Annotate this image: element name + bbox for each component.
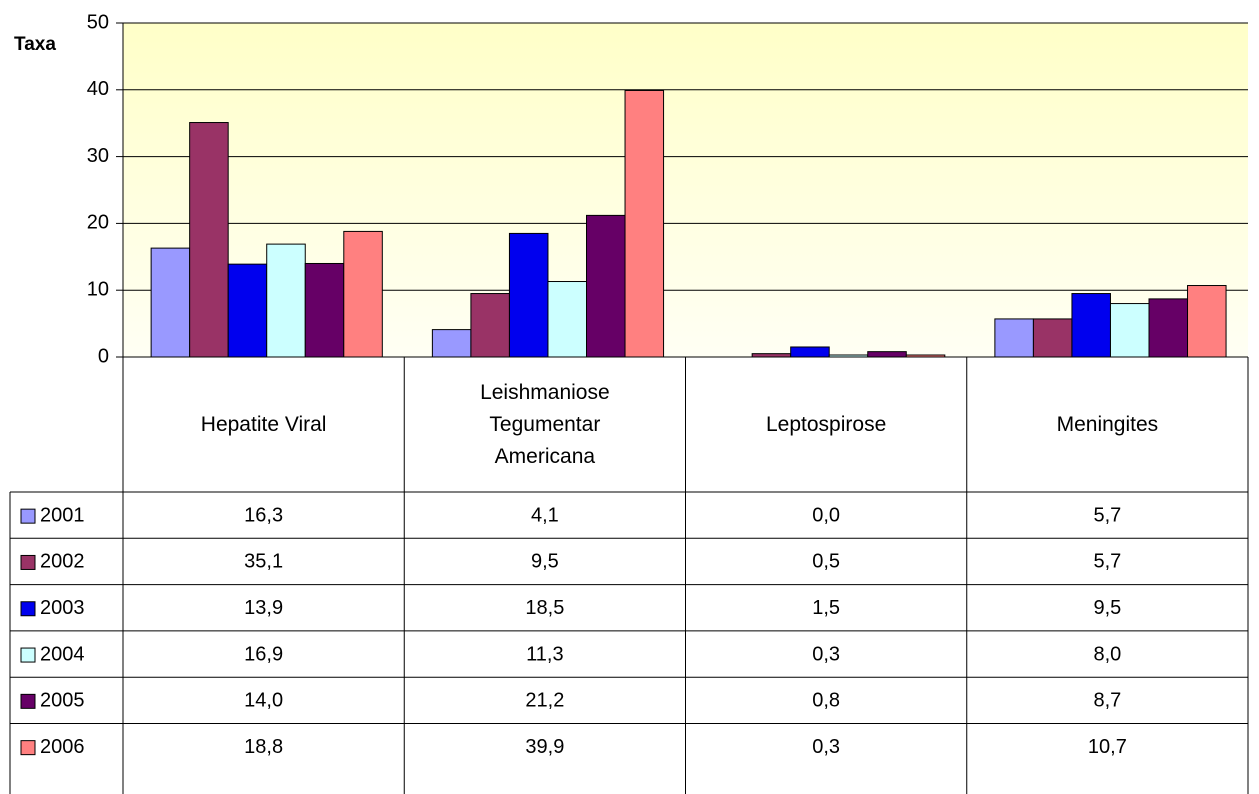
bar xyxy=(227,263,268,358)
table-value: 0,3 xyxy=(812,736,840,758)
bar xyxy=(994,318,1034,358)
table-value: 14,0 xyxy=(244,690,283,712)
bar xyxy=(790,346,830,358)
table-value: 18,5 xyxy=(525,597,564,619)
table-value: 1,5 xyxy=(812,597,840,619)
legend-label: 2003 xyxy=(40,597,85,619)
legend-key xyxy=(20,693,36,709)
table-value: 4,1 xyxy=(531,504,559,526)
table-value: 11,3 xyxy=(526,643,563,665)
table-value: 0,5 xyxy=(812,551,840,573)
y-tick-label: 20 xyxy=(87,212,109,234)
y-tick-label: 0 xyxy=(98,345,109,367)
bar xyxy=(470,293,510,358)
bar xyxy=(1071,293,1111,358)
bar xyxy=(343,230,383,358)
table-value: 16,9 xyxy=(244,643,283,665)
table-value: 5,7 xyxy=(1093,551,1121,573)
legend-key xyxy=(20,740,36,756)
category-label: Meningites xyxy=(1056,412,1159,436)
table-value: 13,9 xyxy=(244,597,283,619)
bar xyxy=(1187,285,1227,358)
table-value: 18,8 xyxy=(244,736,283,758)
legend-label: 2001 xyxy=(40,504,85,526)
bar xyxy=(508,232,549,358)
legend-label: 2002 xyxy=(40,551,85,573)
legend-key xyxy=(20,647,36,663)
legend-key xyxy=(20,554,36,570)
bar xyxy=(1109,303,1150,358)
table-value: 21,2 xyxy=(525,690,564,712)
bar xyxy=(1148,298,1189,358)
table-value: 39,9 xyxy=(525,736,564,758)
legend-label: 2004 xyxy=(40,643,85,665)
table-value: 16,3 xyxy=(244,504,283,526)
legend-label: 2005 xyxy=(40,690,85,712)
bar xyxy=(431,329,472,358)
category-label: Hepatite Viral xyxy=(200,412,327,436)
bar xyxy=(1032,318,1073,358)
table-value: 9,5 xyxy=(531,551,559,573)
bar xyxy=(624,89,665,358)
y-tick-label: 10 xyxy=(87,278,109,300)
table-value: 8,7 xyxy=(1093,690,1121,712)
table-value: 0,0 xyxy=(812,504,840,526)
table-value: 0,8 xyxy=(812,690,840,712)
category-label: Leishmaniose Tegumentar Americana xyxy=(480,380,610,468)
legend-key xyxy=(20,508,36,524)
y-tick-label: 40 xyxy=(87,78,109,100)
y-tick-label: 30 xyxy=(87,145,109,167)
table-value: 10,7 xyxy=(1088,736,1127,758)
bar xyxy=(547,281,587,358)
table-value: 9,5 xyxy=(1093,597,1121,619)
category-label: Leptospirose xyxy=(766,412,887,436)
table-value: 5,7 xyxy=(1093,504,1121,526)
bar xyxy=(150,247,191,358)
y-tick-label: 50 xyxy=(87,11,109,33)
y-axis-label: Taxa xyxy=(14,34,56,55)
bar xyxy=(266,243,306,358)
table-value: 35,1 xyxy=(244,551,283,573)
bar xyxy=(586,214,626,358)
bar xyxy=(304,262,345,358)
legend-label: 2006 xyxy=(40,736,85,758)
bar xyxy=(189,122,229,358)
table-value: 8,0 xyxy=(1093,643,1121,665)
table-value: 0,3 xyxy=(812,643,840,665)
legend-key xyxy=(20,601,36,617)
